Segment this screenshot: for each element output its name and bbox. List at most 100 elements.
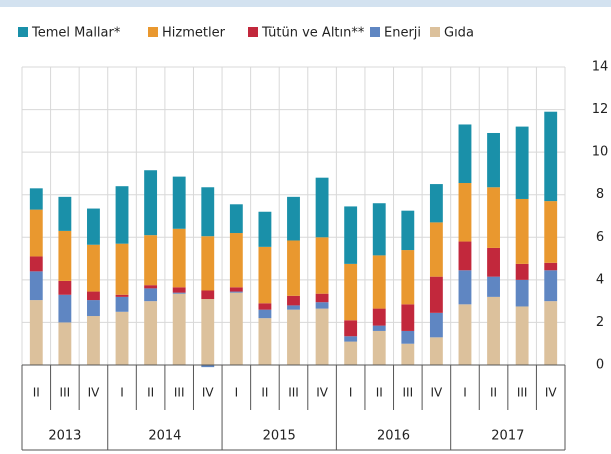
bar-segment	[144, 235, 158, 286]
bar-segment	[29, 271, 43, 301]
y-tick-label: 4	[596, 272, 604, 287]
y-tick-label: 2	[596, 315, 604, 330]
bar-segment	[429, 222, 443, 277]
bar-segment	[515, 306, 529, 365]
bar-segment	[229, 204, 243, 234]
bar-segment	[429, 276, 443, 313]
bar-segment	[344, 206, 358, 264]
bar-segment	[287, 309, 300, 365]
legend-swatch	[370, 27, 380, 37]
bar-segment	[144, 170, 158, 236]
y-tick-label: 12	[592, 102, 609, 117]
bar-segment	[172, 228, 186, 288]
bar-segment	[515, 126, 529, 199]
bar-segment	[287, 196, 300, 241]
x-tick-label: II	[376, 386, 383, 400]
bar-segment	[315, 308, 329, 365]
bar-segment	[487, 296, 500, 365]
year-label: 2016	[377, 429, 410, 444]
bar-segment	[258, 309, 272, 319]
bar-segment	[201, 290, 215, 300]
bar-segment	[58, 196, 72, 231]
x-tick-label: IV	[431, 386, 444, 400]
bar-segment	[372, 325, 386, 331]
bar-segment	[458, 304, 472, 365]
bar-segment	[544, 262, 558, 271]
bar-segment	[429, 312, 443, 338]
bar-segment	[515, 263, 529, 280]
bar-segment	[315, 293, 329, 303]
bar-segment	[229, 291, 243, 293]
y-tick-label: 8	[596, 187, 604, 202]
bar-segment	[401, 330, 415, 344]
bar-segment	[372, 308, 386, 326]
legend-swatch	[18, 27, 28, 37]
bar-segment	[201, 365, 215, 368]
x-tick-label: II	[490, 386, 497, 400]
bar-segment	[115, 243, 129, 295]
bar-segment	[229, 233, 243, 288]
bar-segment	[287, 305, 300, 310]
x-tick-label: I	[235, 386, 239, 400]
bar-segment	[372, 330, 386, 365]
bar-segment	[258, 246, 272, 304]
bar-segment	[115, 311, 129, 365]
legend-swatch	[430, 27, 440, 37]
bar-segment	[515, 198, 529, 264]
bar-segment	[58, 322, 72, 365]
x-tick-label: III	[288, 386, 299, 400]
bar-segment	[401, 343, 415, 365]
bar-segment	[487, 132, 500, 188]
bar-segment	[544, 111, 558, 202]
x-tick-label: IV	[88, 386, 101, 400]
bar-segment	[172, 292, 186, 294]
x-tick-label: III	[517, 386, 528, 400]
bar-segment	[58, 230, 72, 281]
x-tick-label: IV	[545, 386, 558, 400]
bar-segment	[458, 183, 472, 242]
bar-segment	[344, 336, 358, 342]
bar-segment	[515, 279, 529, 307]
bar-segment	[544, 270, 558, 302]
bar-segment	[229, 292, 243, 365]
bar-segment	[458, 124, 472, 184]
bar-segment	[58, 294, 72, 323]
bar-segment	[172, 176, 186, 229]
bar-segment	[372, 255, 386, 309]
bar-segment	[201, 187, 215, 237]
x-tick-label: III	[403, 386, 414, 400]
bar-segment	[287, 295, 300, 306]
bar-segment	[401, 304, 415, 331]
bar-segment	[429, 337, 443, 365]
legend-swatch	[148, 27, 158, 37]
x-tick-label: II	[147, 386, 154, 400]
bar-segment	[315, 237, 329, 294]
x-tick-label: II	[33, 386, 40, 400]
bar-segment	[87, 291, 100, 301]
bar-segment	[544, 201, 558, 263]
bar-segment	[315, 177, 329, 238]
bar-segment	[401, 250, 415, 305]
bar-segment	[87, 208, 100, 245]
bar-segment	[372, 203, 386, 256]
x-tick-label: III	[174, 386, 185, 400]
bar-segment	[87, 316, 100, 365]
bar-segment	[401, 210, 415, 251]
bar-segment	[144, 288, 158, 302]
x-tick-label: IV	[316, 386, 329, 400]
legend-label: Gıda	[444, 26, 474, 41]
bar-segment	[544, 301, 558, 365]
year-label: 2014	[148, 429, 181, 444]
bar-segment	[344, 263, 358, 321]
bar-segment	[344, 341, 358, 365]
bar-segment	[487, 187, 500, 248]
legend-label: Enerji	[384, 26, 421, 41]
bar-segment	[172, 293, 186, 365]
bar-segment	[258, 318, 272, 365]
bar-segment	[458, 270, 472, 305]
legend-label: Temel Mallar*	[31, 26, 121, 41]
bar-segment	[29, 256, 43, 272]
x-tick-label: I	[349, 386, 353, 400]
y-tick-label: 10	[592, 145, 609, 160]
